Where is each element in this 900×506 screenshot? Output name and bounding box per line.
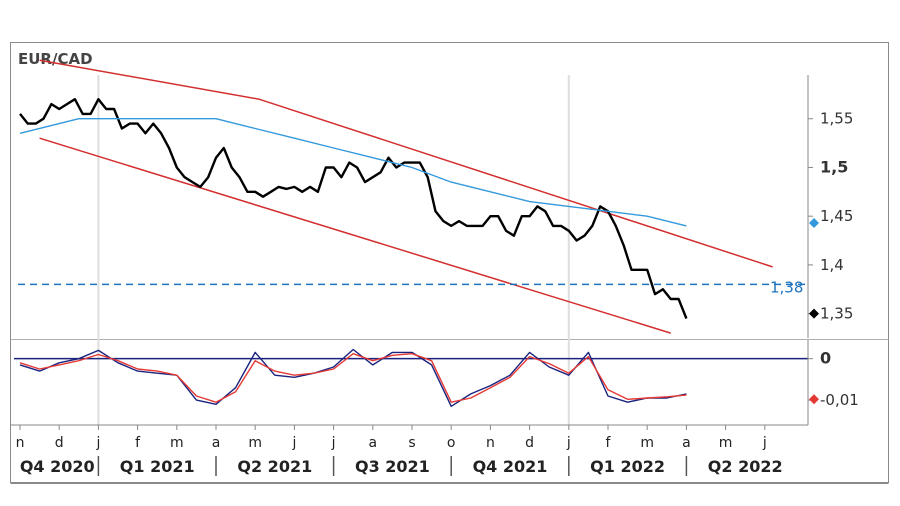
month-label-3: f (135, 435, 141, 451)
reference-line-label: 1,38 (770, 278, 803, 296)
quarter-label-4: Q4 2021 (473, 457, 548, 476)
quarter-label-6: Q2 2022 (708, 457, 783, 476)
oscillator-axis-tick-label-0: 0 (820, 349, 831, 368)
month-label-13: d (525, 435, 534, 451)
moving-average-marker (809, 218, 819, 229)
y-axis-labels: 1,55 1,5 1,45 1,4 1,35 0 -0,01 (807, 75, 859, 425)
month-label-16: m (640, 435, 654, 451)
price-axis-tick-label-1: 1,5 (820, 157, 848, 176)
x-axis-labels: n d j f m a m j j a s o n d j f m a m jQ4 2020 Q1 2021 Q2 202… (10, 424, 808, 476)
quarter-label-1: Q1 2021 (120, 457, 195, 476)
oscillator-axis-tick-label-1: -0,01 (820, 391, 859, 409)
month-label-9: a (369, 435, 378, 451)
quarter-label-5: Q1 2022 (590, 457, 665, 476)
month-label-14: j (566, 435, 571, 451)
month-label-18: m (719, 435, 733, 451)
price-axis-tick-label-2: 1,45 (820, 207, 853, 225)
month-label-1: d (55, 435, 64, 451)
month-label-6: m (248, 435, 262, 451)
month-label-11: o (447, 435, 456, 451)
price-axis-tick-label-3: 1,4 (820, 256, 844, 274)
chart-title: EUR/CAD (18, 50, 93, 68)
month-label-10: s (408, 435, 415, 451)
month-label-12: n (486, 435, 495, 451)
vertical-gridlines (97, 75, 570, 425)
quarter-label-2: Q2 2021 (237, 457, 312, 476)
month-label-15: f (606, 435, 612, 451)
month-label-4: m (170, 435, 184, 451)
month-label-0: n (16, 435, 25, 451)
price-line (19, 97, 688, 319)
price-axis-tick-label-0: 1,55 (820, 110, 853, 128)
month-label-7: j (291, 435, 296, 451)
price-panel-series (19, 97, 688, 319)
price-marker (809, 308, 819, 319)
quarter-label-0: Q4 2020 (20, 457, 95, 476)
month-label-19: j (762, 435, 767, 451)
month-label-17: a (682, 435, 691, 451)
reference-line-group: 1,38 (18, 278, 806, 296)
month-label-2: j (95, 435, 100, 451)
price-axis-tick-label-4: 1,35 (820, 305, 853, 323)
chart-frame (10, 42, 889, 483)
signal-line (19, 353, 687, 403)
moving-average-line (19, 117, 687, 227)
quarter-label-3: Q3 2021 (355, 457, 430, 476)
month-label-5: a (212, 435, 221, 451)
oscillator-signal-marker (809, 394, 819, 405)
month-label-8: j (331, 435, 336, 451)
oscillator-panel-series (14, 348, 808, 407)
channel-lower-line (39, 137, 671, 334)
